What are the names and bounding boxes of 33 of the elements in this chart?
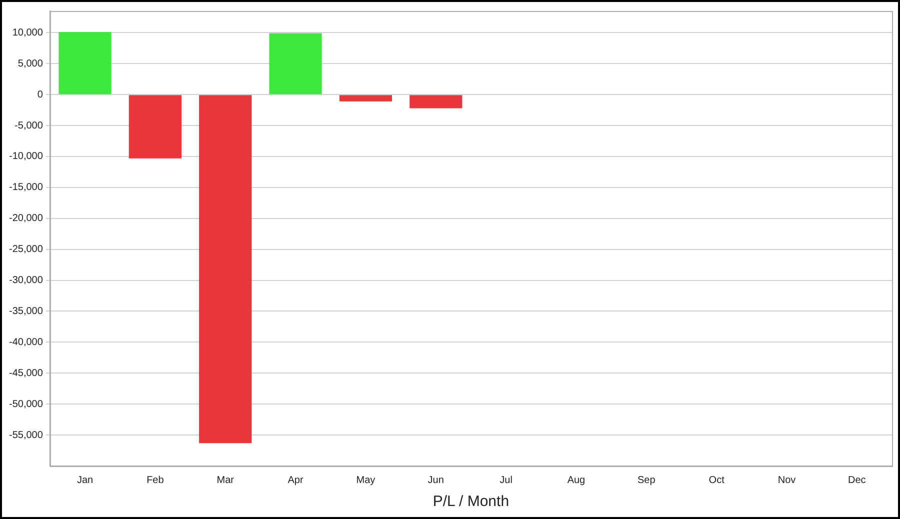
y-tick-label: 5,000 [18, 58, 44, 70]
bar [410, 95, 462, 108]
x-tick-label: May [356, 474, 376, 486]
bar [339, 95, 392, 102]
bar [58, 32, 112, 94]
bar [128, 95, 182, 158]
y-tick-label: -30,000 [8, 275, 44, 286]
y-tick-label: -20,000 [8, 213, 44, 224]
bar [269, 33, 322, 94]
y-tick-label: -25,000 [8, 244, 44, 256]
x-tick-label: Jul [500, 474, 512, 486]
x-tick-label: Jun [428, 474, 444, 486]
x-tick-label: Mar [216, 474, 235, 486]
x-tick-label: Sep [637, 474, 656, 486]
x-tick-label: Jan [76, 474, 94, 486]
bar [199, 95, 252, 444]
y-tick-label: -35,000 [8, 306, 44, 317]
y-tick-label: -55,000 [8, 430, 44, 441]
x-tick-label: Oct [708, 474, 725, 486]
x-tick-label: Apr [288, 474, 304, 486]
y-tick-label: -50,000 [8, 398, 44, 410]
y-tick-label: 0 [37, 89, 44, 100]
y-tick-label: -15,000 [8, 182, 44, 194]
x-axis-title: P/L / Month [432, 493, 510, 510]
y-tick-label: -10,000 [8, 151, 44, 162]
x-tick-label: Dec [848, 474, 866, 486]
y-tick-label: -45,000 [8, 368, 44, 379]
y-tick-label: -5,000 [14, 120, 44, 132]
y-tick-label: 10,000 [12, 27, 44, 38]
x-tick-label: Nov [778, 474, 796, 486]
y-tick-label: -40,000 [8, 336, 44, 348]
x-tick-label: Aug [567, 474, 586, 486]
x-tick-label: Feb [146, 474, 164, 486]
